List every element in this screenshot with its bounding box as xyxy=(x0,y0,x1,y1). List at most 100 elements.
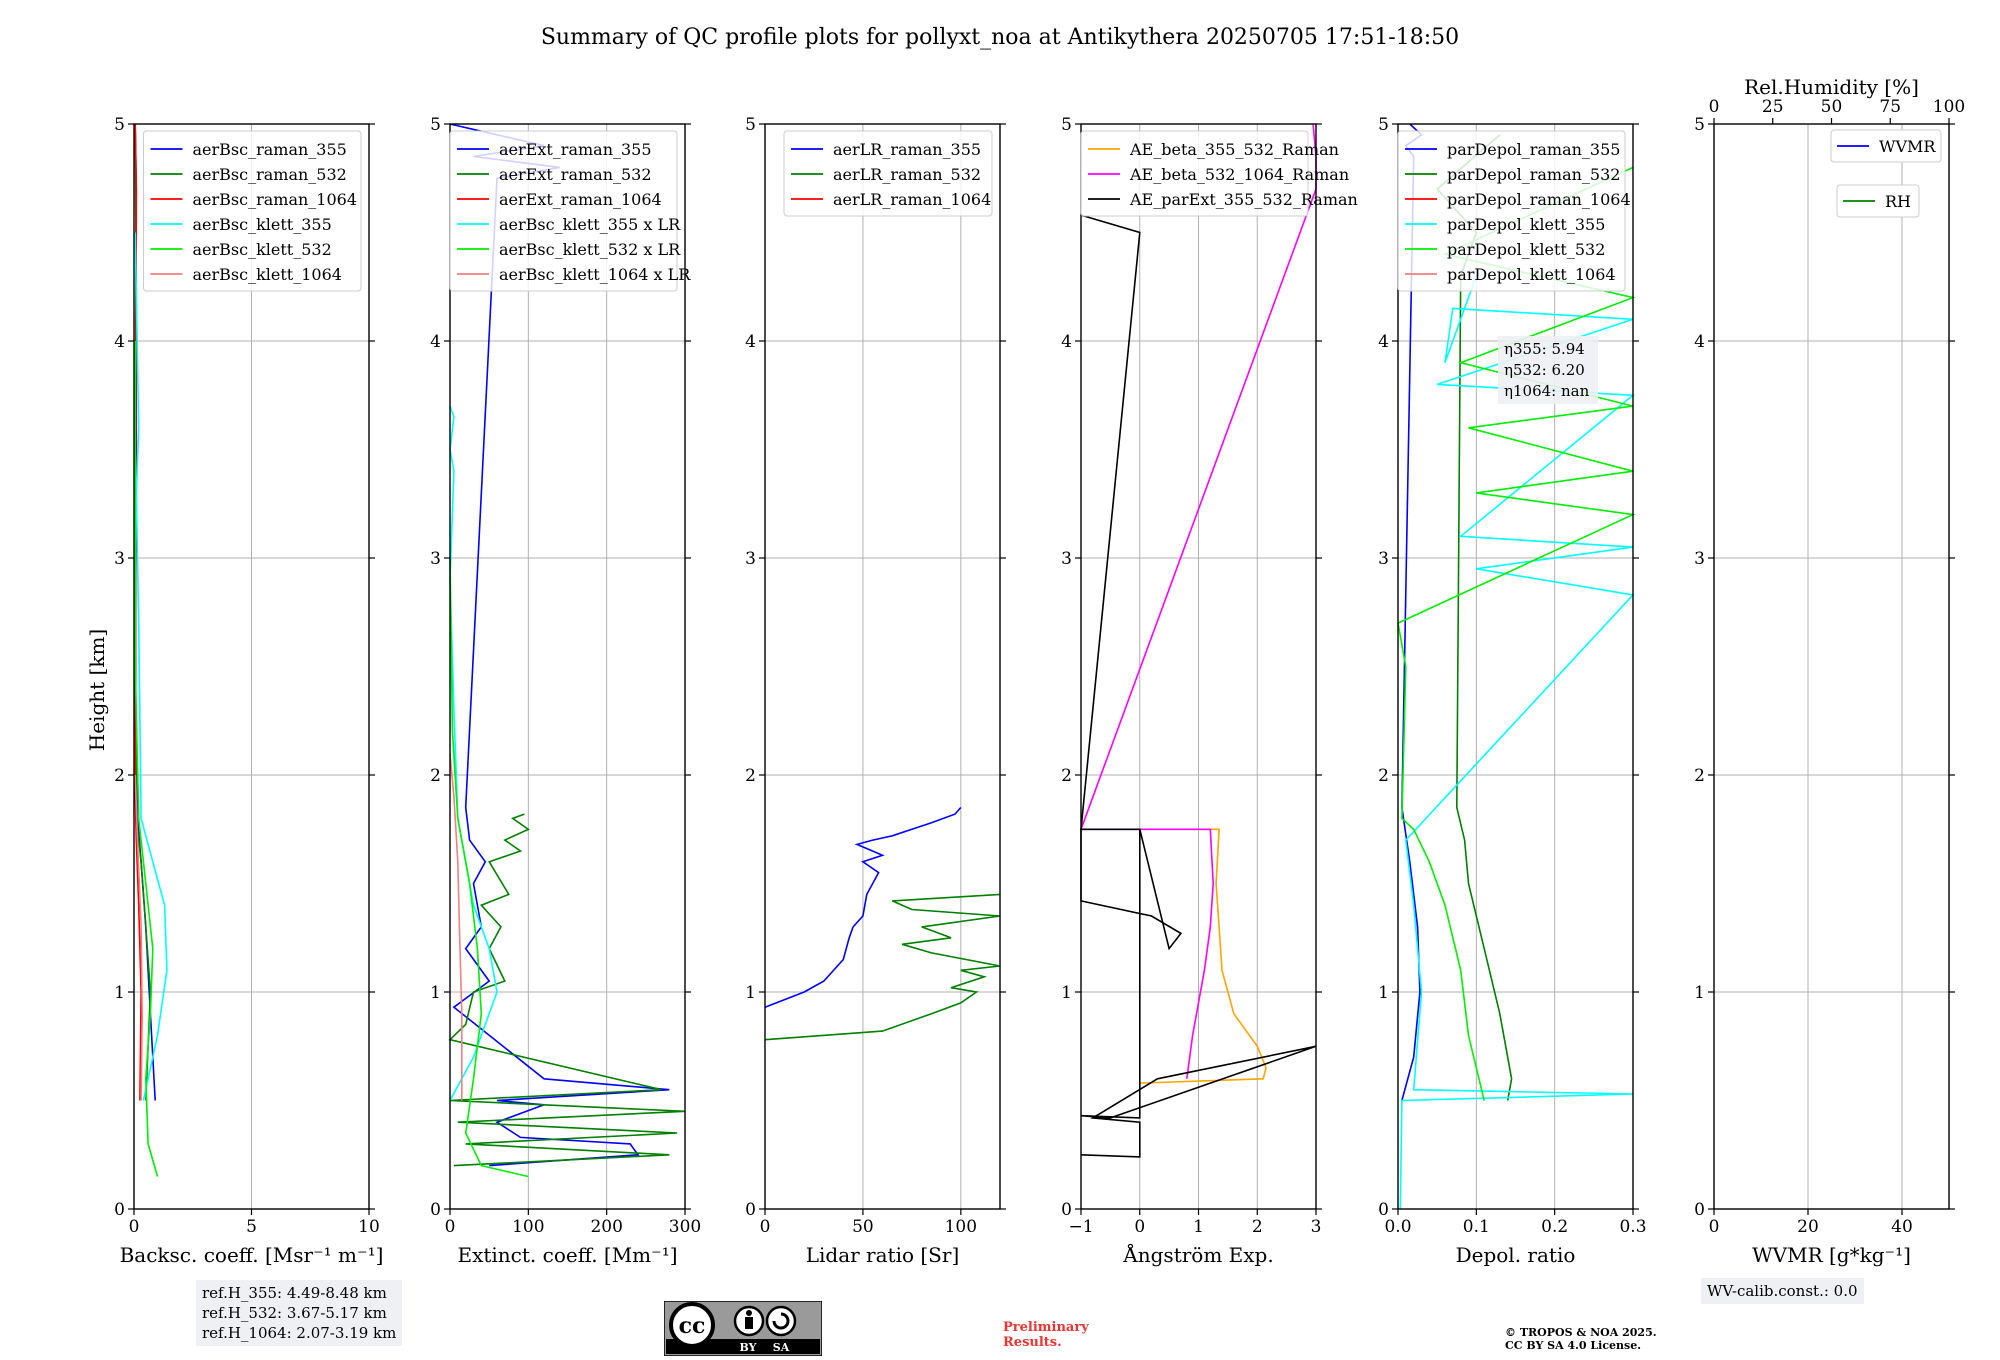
legend-label-aerBsc_klett_532: aerBsc_klett_532 xyxy=(193,240,332,259)
eta-annotation: η355: 5.94 η532: 6.20 η1064: nan xyxy=(1498,336,1598,404)
y-tick-label: 5 xyxy=(1378,115,1389,135)
ref-height-532: ref.H_532: 3.67-5.17 km xyxy=(202,1304,387,1322)
top-tick-label: 50 xyxy=(1821,97,1843,117)
y-tick-label: 5 xyxy=(745,115,756,135)
series-line-aerBsc_klett_532 xyxy=(134,341,159,1177)
y-tick-label: 3 xyxy=(430,549,441,569)
x-axis-label: Depol. ratio xyxy=(1456,1243,1576,1267)
x-tick-label: 300 xyxy=(669,1217,701,1237)
y-tick-label: 4 xyxy=(1378,332,1389,352)
cc-badge-sa-label: SA xyxy=(773,1341,790,1354)
y-tick-label: 1 xyxy=(114,983,125,1003)
y-tick-label: 1 xyxy=(430,983,441,1003)
x-tick-label: 40 xyxy=(1891,1217,1913,1237)
y-tick-label: 2 xyxy=(114,766,125,786)
y-tick-label: 1 xyxy=(745,983,756,1003)
x-axis-label: Extinct. coeff. [Mm⁻¹] xyxy=(457,1243,677,1267)
legend-label: WVMR xyxy=(1879,137,1936,156)
y-tick-label: 2 xyxy=(1694,766,1705,786)
eta-annotation-line: η355: 5.94 xyxy=(1504,340,1585,358)
legend-label: RH xyxy=(1885,192,1911,211)
x-tick-label: 200 xyxy=(590,1217,622,1237)
y-tick-label: 2 xyxy=(1061,766,1072,786)
legend-label-aerLR_raman_1064: aerLR_raman_1064 xyxy=(833,190,991,209)
legend-label-aerExt_raman_532: aerExt_raman_532 xyxy=(499,165,652,184)
legend: parDepol_raman_355 parDepol_raman_532 parD… xyxy=(1397,130,1631,292)
legend-box xyxy=(1080,130,1309,217)
x-tick-label: 100 xyxy=(945,1217,977,1237)
x-tick-label: 1 xyxy=(1193,1217,1204,1237)
legend-label-aerBsc_klett_355: aerBsc_klett_355 xyxy=(193,215,332,234)
y-tick-label: 0 xyxy=(1694,1200,1705,1220)
legend-label-parDepol_klett_532: parDepol_klett_532 xyxy=(1447,240,1605,259)
y-tick-label: 5 xyxy=(430,115,441,135)
legend-label-aerBsc_klett_1064 x LR: aerBsc_klett_1064 x LR xyxy=(499,265,691,284)
copyright-line-1: © TROPOS & NOA 2025. xyxy=(1505,1326,1657,1339)
y-tick-label: 2 xyxy=(430,766,441,786)
legend-label-aerBsc_klett_355 x LR: aerBsc_klett_355 x LR xyxy=(499,215,681,234)
legend-label-aerExt_raman_355: aerExt_raman_355 xyxy=(499,140,652,159)
legend-label-aerLR_raman_355: aerLR_raman_355 xyxy=(833,140,981,159)
legend-label-aerBsc_klett_532 x LR: aerBsc_klett_532 x LR xyxy=(499,240,681,259)
legend: aerBsc_raman_355 aerBsc_raman_532 aerBsc_r… xyxy=(143,130,362,292)
x-tick-label: 20 xyxy=(1797,1217,1819,1237)
top-axis-label: Rel.Humidity [%] xyxy=(1744,75,1919,99)
y-tick-label: 4 xyxy=(1694,332,1705,352)
series-line-aerBsc_raman_1064 xyxy=(134,123,142,1101)
x-tick-label: 0.2 xyxy=(1541,1217,1568,1237)
y-tick-label: 1 xyxy=(1694,983,1705,1003)
wv-calib-text: WV-calib.const.: 0.0 xyxy=(1707,1282,1858,1300)
x-axis-label: Backsc. coeff. [Msr⁻¹ m⁻¹] xyxy=(120,1243,384,1267)
y-tick-label: 2 xyxy=(745,766,756,786)
y-tick-label: 4 xyxy=(1061,332,1072,352)
x-tick-label: 100 xyxy=(512,1217,544,1237)
y-tick-label: 4 xyxy=(114,332,125,352)
top-tick-label: 25 xyxy=(1762,97,1784,117)
preliminary-line-2: Results. xyxy=(1003,1335,1062,1350)
preliminary-note: Preliminary Results. xyxy=(1003,1320,1089,1350)
series-line-aerBsc_klett_355 x LR xyxy=(449,405,498,1101)
y-tick-label: 4 xyxy=(430,332,441,352)
wv-calib-box: WV-calib.const.: 0.0 xyxy=(1701,1278,1864,1304)
legend-label-parDepol_klett_355: parDepol_klett_355 xyxy=(1447,215,1605,234)
plot-frame xyxy=(764,123,1001,1210)
y-tick-label: 2 xyxy=(1378,766,1389,786)
y-tick-label: 1 xyxy=(1061,983,1072,1003)
x-tick-label: 0 xyxy=(760,1217,771,1237)
legend-label-parDepol_raman_355: parDepol_raman_355 xyxy=(1447,140,1620,159)
legend-box xyxy=(1836,184,1920,218)
y-tick-label: 0 xyxy=(745,1200,756,1220)
series-line-aerLR_raman_532 xyxy=(764,893,1001,1041)
ref-heights-box: ref.H_355: 4.49-8.48 km ref.H_532: 3.67-… xyxy=(196,1280,403,1346)
series-line-aerBsc_klett_1064 xyxy=(134,774,144,1101)
legend-box xyxy=(449,130,678,292)
legend-RH: RH xyxy=(1836,184,1920,218)
y-tick-label: 3 xyxy=(114,549,125,569)
preliminary-line-1: Preliminary xyxy=(1003,1320,1089,1335)
legend-label-parDepol_raman_532: parDepol_raman_532 xyxy=(1447,165,1620,184)
eta-annotation-line: η532: 6.20 xyxy=(1504,361,1585,379)
series-line-aerExt_raman_532 xyxy=(448,813,686,1167)
x-tick-label: 0 xyxy=(445,1217,456,1237)
x-tick-label: 2 xyxy=(1252,1217,1263,1237)
series-line-aerBsc_klett_532 x LR xyxy=(449,557,529,1178)
legend-label-AE_beta_532_1064_Raman: AE_beta_532_1064_Raman xyxy=(1129,165,1349,184)
top-tick-label: 75 xyxy=(1879,97,1901,117)
x-axis-label: Lidar ratio [Sr] xyxy=(806,1243,960,1267)
legend-label-AE_beta_355_532_Raman: AE_beta_355_532_Raman xyxy=(1129,140,1339,159)
y-tick-label: 0 xyxy=(1061,1200,1072,1220)
y-tick-label: 3 xyxy=(1061,549,1072,569)
y-tick-label: 0 xyxy=(114,1200,125,1220)
legend-box xyxy=(1397,130,1626,292)
cc-license-badge-icon: cc BY SA xyxy=(664,1301,822,1356)
x-tick-label: 5 xyxy=(246,1217,257,1237)
x-tick-label: 50 xyxy=(852,1217,874,1237)
panel-5: 0.0 0.1 0.2 0.3 0 1 2 3 4 5 Depol. ratio parDepol_r… xyxy=(1378,115,1646,1267)
legend-box xyxy=(783,130,993,217)
y-tick-label: 5 xyxy=(1694,115,1705,135)
legend: AE_beta_355_532_Raman AE_beta_532_1064_Ra… xyxy=(1080,130,1358,217)
x-tick-label: 0 xyxy=(1709,1217,1720,1237)
